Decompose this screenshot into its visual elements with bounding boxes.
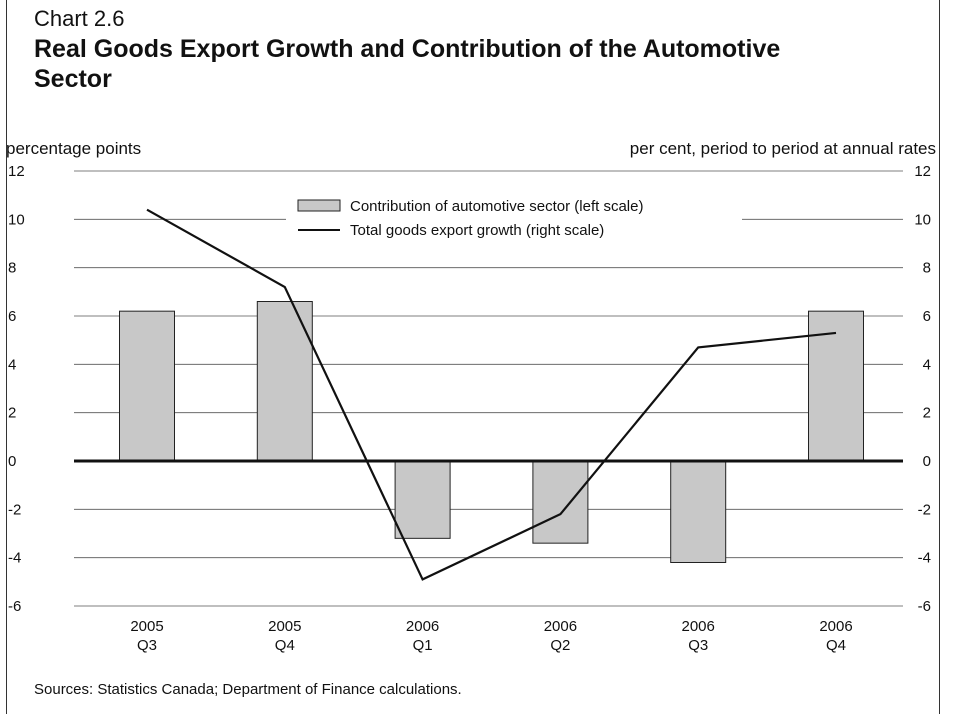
line-series: [146, 208, 837, 581]
bar: [394, 460, 451, 539]
chart-number: Chart 2.6: [34, 6, 125, 31]
left-tick-label: 10: [8, 211, 25, 228]
series-line: [146, 208, 837, 581]
legend: Contribution of automotive sector (left …: [286, 192, 742, 244]
source-note: Sources: Statistics Canada; Department o…: [34, 681, 462, 698]
left-tick-label: -4: [8, 550, 21, 567]
right-axis-title: per cent, period to period at annual rat…: [630, 139, 936, 158]
x-tick-quarter: Q1: [413, 637, 433, 654]
bar: [532, 460, 589, 544]
left-axis-ticks: 12 10 8 6 4 2 0 -2 -4 -6: [8, 163, 25, 615]
chart-title: Real Goods Export Growth and Contributio…: [34, 35, 781, 93]
left-axis-title: percentage points: [6, 139, 141, 158]
bar: [670, 460, 727, 563]
right-tick-label: -6: [918, 598, 931, 615]
chart-frame: [6, 0, 940, 714]
right-tick-label: 10: [914, 211, 931, 228]
left-tick-label: 6: [8, 308, 16, 325]
x-tick-year: 2006: [682, 618, 715, 635]
x-tick-quarter: Q3: [688, 637, 708, 654]
x-tick-year: 2005: [130, 618, 163, 635]
left-tick-label: 8: [8, 260, 16, 277]
legend-bar-label: Contribution of automotive sector (left …: [350, 198, 643, 215]
left-tick-label: 12: [8, 163, 25, 180]
x-tick-quarter: Q4: [275, 637, 295, 654]
x-axis-labels: 2005 Q3 2005 Q4 2006 Q1 2006 Q2 2006 Q3 2006 Q4: [130, 618, 852, 654]
x-tick-quarter: Q3: [137, 637, 157, 654]
left-tick-label: 0: [8, 453, 16, 470]
left-tick-label: -2: [8, 501, 21, 518]
right-tick-label: 4: [923, 356, 931, 373]
legend-line-label: Total goods export growth (right scale): [350, 222, 604, 239]
right-tick-label: 2: [923, 405, 931, 422]
right-tick-label: 12: [914, 163, 931, 180]
right-tick-label: 0: [923, 453, 931, 470]
x-tick-quarter: Q2: [550, 637, 570, 654]
right-tick-label: -2: [918, 501, 931, 518]
right-tick-label: 6: [923, 308, 931, 325]
x-tick-quarter: Q4: [826, 637, 846, 654]
right-axis-ticks: 12 10 8 6 4 2 0 -2 -4 -6: [914, 163, 931, 615]
bar: [119, 310, 175, 462]
right-tick-label: 8: [923, 260, 931, 277]
x-tick-year: 2005: [268, 618, 301, 635]
right-tick-label: -4: [918, 550, 931, 567]
legend-background: [286, 192, 742, 244]
left-tick-label: 4: [8, 356, 16, 373]
x-tick-year: 2006: [544, 618, 577, 635]
legend-bar-swatch: [297, 199, 341, 212]
x-tick-year: 2006: [406, 618, 439, 635]
left-tick-label: -6: [8, 598, 21, 615]
left-tick-label: 2: [8, 405, 16, 422]
bar-series: [119, 301, 864, 563]
bar: [808, 310, 864, 462]
x-tick-year: 2006: [819, 618, 852, 635]
